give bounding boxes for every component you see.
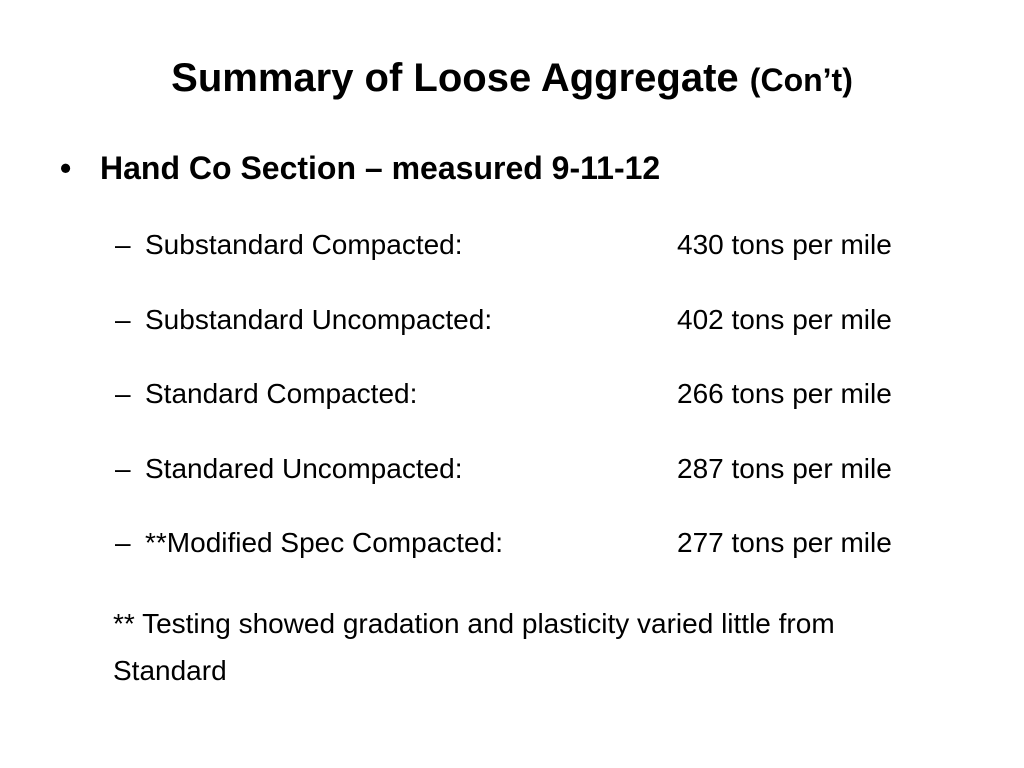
item-value: 277 tons per mile — [677, 527, 892, 558]
item-value: 266 tons per mile — [677, 378, 892, 409]
item-marker: – — [115, 229, 131, 260]
note: ** Testing showed gradation and plastici… — [113, 608, 835, 686]
title-suffix: (Con’t) — [749, 62, 853, 98]
item-marker: – — [115, 378, 131, 409]
item-value: 430 tons per mile — [677, 229, 892, 260]
item-label: Standard Compacted: — [145, 378, 418, 409]
item-label: Standared Uncompacted: — [145, 452, 463, 484]
item-label: Substandard Compacted: — [145, 229, 463, 260]
item-value: 402 tons per mile — [677, 303, 892, 335]
item-marker: – — [115, 452, 131, 484]
bullet-text: Hand Co Section – measured 9-11-12 — [100, 150, 661, 186]
item-marker: – — [115, 527, 131, 558]
bullet-marker: • — [60, 150, 72, 186]
item-marker: – — [115, 303, 131, 335]
slide-title: Summary of Loose Aggregate (Con’t) — [0, 56, 1024, 101]
title-main: Summary of Loose Aggregate — [171, 56, 739, 100]
item-label: Substandard Uncompacted: — [145, 303, 493, 335]
item-label: **Modified Spec Compacted: — [145, 527, 503, 558]
item-value: 287 tons per mile — [677, 452, 892, 484]
